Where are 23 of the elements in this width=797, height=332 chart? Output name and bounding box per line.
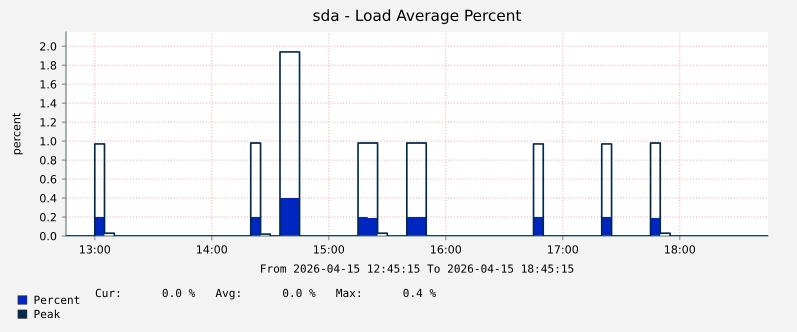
x-tick-label: 16:00 bbox=[430, 245, 462, 254]
y-tick-label: 0.6 bbox=[40, 175, 56, 184]
y-tick-label: 1.2 bbox=[40, 118, 56, 126]
y-tick-label: 0.4 bbox=[40, 194, 56, 202]
y-tick-label: 0.0 bbox=[40, 232, 56, 240]
chart-title: sda - Load Average Percent bbox=[313, 9, 522, 24]
y-axis-title: percent bbox=[12, 112, 23, 154]
y-tick-label: 0.2 bbox=[40, 213, 56, 222]
x-tick-label: 18:00 bbox=[664, 245, 696, 254]
y-tick-label: 1.0 bbox=[40, 137, 56, 146]
y-tick-label: 1.6 bbox=[40, 80, 56, 89]
text: Cur: 0.0 % Avg: 0.0 % Max: 0.4 % bbox=[96, 288, 436, 300]
legend-label: Peak bbox=[34, 310, 60, 318]
x-axis-title: From 2026-04-15 12:45:15 To 2026-04-15 18:45:15 bbox=[261, 264, 574, 273]
x-tick-label: 14:00 bbox=[196, 245, 228, 254]
y-tick-label: 1.8 bbox=[40, 61, 56, 70]
x-tick-label: 15:00 bbox=[314, 245, 344, 254]
y-tick-label: 0.8 bbox=[40, 156, 56, 164]
x-tick-label: 13:00 bbox=[80, 245, 110, 254]
legend-label: Percent bbox=[34, 296, 80, 304]
y-tick-label: 1.4 bbox=[40, 99, 56, 108]
y-tick-label: 2.0 bbox=[40, 42, 56, 51]
x-tick-label: 17:00 bbox=[548, 245, 578, 254]
